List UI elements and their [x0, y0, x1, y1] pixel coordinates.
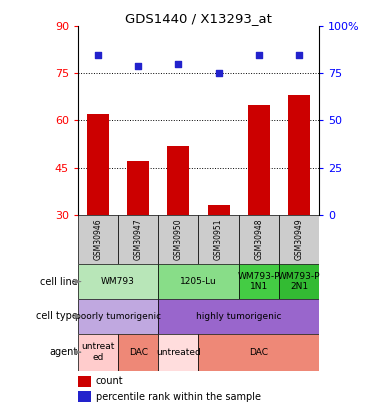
Point: [95, 51, 101, 58]
Bar: [158, 299, 319, 334]
Bar: [158, 215, 198, 264]
Bar: [288, 96, 310, 215]
Bar: [78, 334, 118, 371]
Text: DAC: DAC: [129, 347, 148, 357]
Text: GSM30951: GSM30951: [214, 219, 223, 260]
Point: [175, 61, 181, 67]
Point: [216, 70, 221, 77]
Bar: [78, 299, 158, 334]
Text: GSM30950: GSM30950: [174, 219, 183, 260]
Text: untreated: untreated: [156, 347, 201, 357]
Text: highly tumorigenic: highly tumorigenic: [196, 312, 282, 321]
Bar: [198, 215, 239, 264]
Bar: [158, 334, 198, 371]
Bar: [167, 145, 190, 215]
Title: GDS1440 / X13293_at: GDS1440 / X13293_at: [125, 12, 272, 25]
Bar: [78, 391, 91, 402]
Text: GSM30948: GSM30948: [254, 219, 263, 260]
Bar: [78, 264, 158, 299]
Text: percentile rank within the sample: percentile rank within the sample: [96, 392, 261, 401]
Text: cell line: cell line: [40, 277, 78, 287]
Bar: [78, 215, 118, 264]
Bar: [207, 205, 230, 215]
Point: [135, 63, 141, 69]
Bar: [118, 334, 158, 371]
Bar: [87, 114, 109, 215]
Text: GSM30949: GSM30949: [295, 219, 303, 260]
Text: DAC: DAC: [249, 347, 268, 357]
Text: cell type: cell type: [36, 311, 78, 321]
Bar: [279, 215, 319, 264]
Text: GSM30947: GSM30947: [134, 219, 143, 260]
Point: [256, 51, 262, 58]
Bar: [239, 215, 279, 264]
Bar: [248, 105, 270, 215]
Text: agent: agent: [50, 347, 78, 357]
Bar: [158, 264, 239, 299]
Text: WM793-P
1N1: WM793-P 1N1: [237, 272, 280, 291]
Text: GSM30946: GSM30946: [93, 219, 102, 260]
Text: 1205-Lu: 1205-Lu: [180, 277, 217, 286]
Bar: [118, 215, 158, 264]
Point: [296, 51, 302, 58]
Bar: [279, 264, 319, 299]
Bar: [78, 375, 91, 387]
Text: untreat
ed: untreat ed: [81, 343, 115, 362]
Text: WM793: WM793: [101, 277, 135, 286]
Bar: [127, 161, 149, 215]
Text: count: count: [96, 376, 124, 386]
Text: poorly tumorigenic: poorly tumorigenic: [75, 312, 161, 321]
Bar: [239, 264, 279, 299]
Bar: [198, 334, 319, 371]
Text: WM793-P
2N1: WM793-P 2N1: [278, 272, 320, 291]
